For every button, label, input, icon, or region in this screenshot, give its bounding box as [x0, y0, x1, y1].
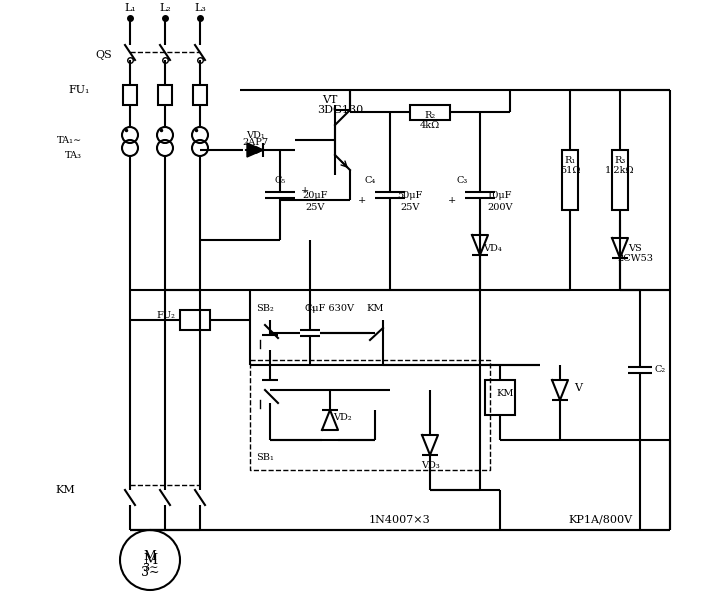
Text: SB₂: SB₂ — [256, 304, 274, 313]
Text: +: + — [301, 185, 309, 195]
Text: L₃: L₃ — [194, 3, 206, 13]
Text: TA₃: TA₃ — [65, 151, 82, 160]
Text: R₃: R₃ — [614, 155, 626, 165]
Text: FU₂: FU₂ — [156, 310, 175, 319]
Text: 2CW53: 2CW53 — [617, 253, 653, 263]
Text: VD₂: VD₂ — [333, 414, 351, 422]
Bar — [193, 85, 207, 105]
Text: 20μF: 20μF — [302, 190, 328, 200]
Polygon shape — [247, 143, 263, 157]
Text: 1μF 630V: 1μF 630V — [306, 304, 354, 313]
Text: KM: KM — [366, 304, 384, 313]
Text: FU₁: FU₁ — [69, 85, 90, 95]
Text: 3∼: 3∼ — [141, 563, 159, 573]
Text: L₁: L₁ — [124, 3, 136, 13]
Text: +: + — [358, 195, 366, 204]
Text: 2AP7: 2AP7 — [242, 138, 268, 146]
Text: 10μF: 10μF — [487, 190, 513, 200]
Text: 1N4007×3: 1N4007×3 — [369, 515, 431, 525]
Text: C₅: C₅ — [274, 176, 286, 184]
Bar — [612, 150, 628, 210]
Text: L₂: L₂ — [159, 3, 171, 13]
Text: R₁: R₁ — [565, 155, 576, 165]
Text: VS: VS — [628, 244, 642, 253]
Bar — [485, 380, 515, 415]
Bar — [158, 85, 172, 105]
Bar — [123, 85, 137, 105]
Text: 51Ω: 51Ω — [560, 165, 580, 174]
Text: 25V: 25V — [400, 203, 419, 212]
Text: SB₁: SB₁ — [256, 453, 274, 463]
Text: 25V: 25V — [305, 203, 325, 212]
Text: C₂: C₂ — [654, 365, 665, 375]
Text: VD₃: VD₃ — [421, 460, 439, 469]
Bar — [180, 310, 210, 330]
Text: 3DG130: 3DG130 — [317, 105, 363, 115]
Text: KM: KM — [496, 389, 514, 398]
Text: VD₁: VD₁ — [245, 130, 264, 140]
Text: 4kΩ: 4kΩ — [420, 121, 440, 130]
Text: QS: QS — [95, 50, 112, 60]
Text: 3∼: 3∼ — [141, 565, 159, 578]
Text: V: V — [574, 383, 582, 393]
Text: TA₁∼: TA₁∼ — [57, 135, 82, 144]
Text: M: M — [144, 551, 156, 564]
Text: VD₄: VD₄ — [483, 244, 501, 253]
Text: M: M — [143, 553, 157, 567]
Text: C₁: C₁ — [304, 304, 316, 313]
Text: C₄: C₄ — [364, 176, 375, 184]
Text: 50μF: 50μF — [397, 190, 422, 200]
Text: 200V: 200V — [487, 203, 513, 212]
Text: VT: VT — [322, 95, 338, 105]
Text: KP1A/800V: KP1A/800V — [568, 515, 632, 525]
Text: C₃: C₃ — [456, 176, 468, 184]
Text: +: + — [448, 195, 456, 204]
Text: KM: KM — [55, 485, 75, 495]
Bar — [562, 150, 578, 210]
Bar — [410, 105, 450, 120]
Text: R₂: R₂ — [424, 111, 436, 119]
Text: 1.2kΩ: 1.2kΩ — [605, 165, 635, 174]
